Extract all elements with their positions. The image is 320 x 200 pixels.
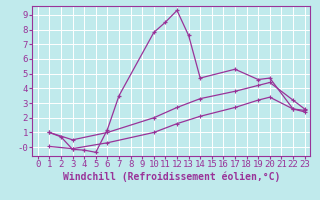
X-axis label: Windchill (Refroidissement éolien,°C): Windchill (Refroidissement éolien,°C) (62, 172, 280, 182)
